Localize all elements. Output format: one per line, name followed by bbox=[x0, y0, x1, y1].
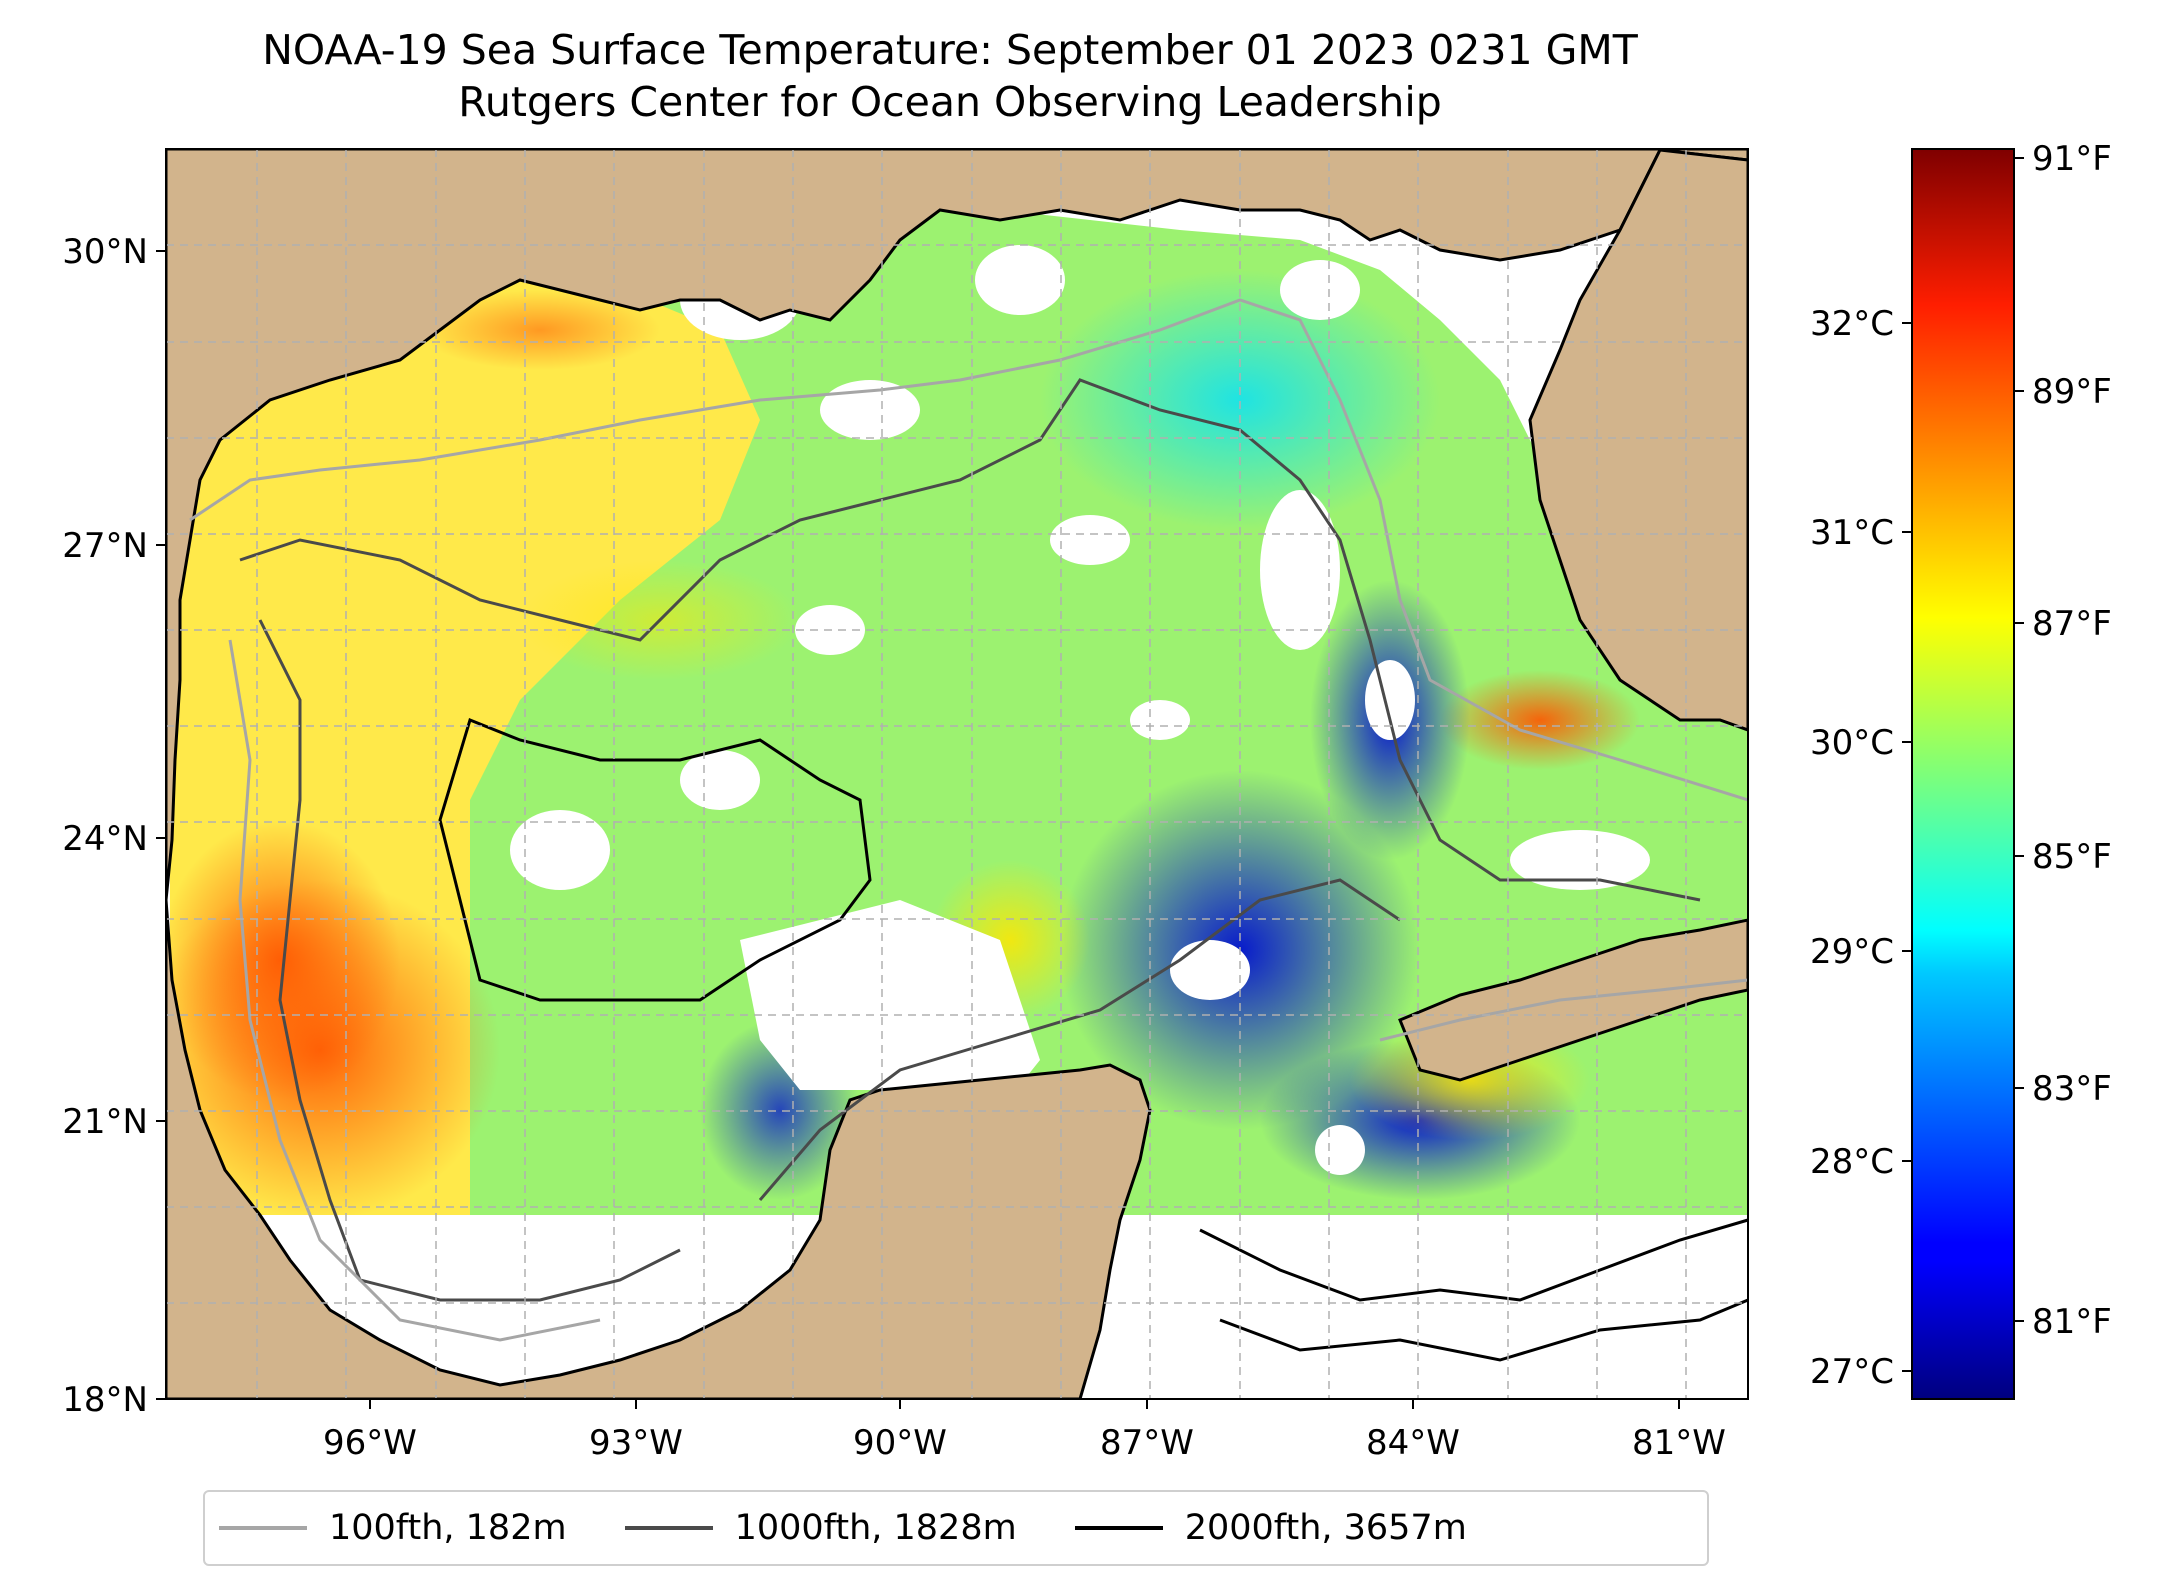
map-area bbox=[166, 149, 1748, 1399]
celsius-tick-label: 31°C bbox=[1810, 513, 1894, 553]
fahrenheit-tick-label: 91°F bbox=[2032, 139, 2112, 179]
lon-tick-label: 87°W bbox=[1100, 1423, 1194, 1463]
legend-label: 100fth, 182m bbox=[329, 1508, 567, 1548]
fahrenheit-tick-label: 89°F bbox=[2032, 372, 2112, 412]
fahrenheit-tick-label: 87°F bbox=[2032, 604, 2112, 644]
legend-item-1000fth: 1000fth, 1828m bbox=[624, 1508, 1017, 1548]
grid bbox=[166, 149, 1748, 1399]
bathymetry-contours bbox=[189, 298, 1748, 1362]
fahrenheit-ticks bbox=[2014, 157, 2024, 1322]
lon-tick-label: 90°W bbox=[853, 1423, 947, 1463]
map-frame bbox=[165, 148, 1749, 1400]
celsius-tick-label: 28°C bbox=[1810, 1142, 1894, 1182]
lon-tick-label: 93°W bbox=[589, 1423, 683, 1463]
celsius-ticks bbox=[1902, 322, 1912, 1372]
celsius-tick-label: 30°C bbox=[1810, 723, 1894, 763]
celsius-tick-label: 32°C bbox=[1810, 304, 1894, 344]
legend-line-2000fth bbox=[1074, 1526, 1163, 1530]
lat-tick-label: 24°N bbox=[62, 819, 148, 859]
lon-tick-label: 84°W bbox=[1366, 1423, 1460, 1463]
legend-item-100fth: 100fth, 182m bbox=[219, 1508, 567, 1548]
legend-label: 1000fth, 1828m bbox=[734, 1508, 1017, 1548]
map-ticks bbox=[156, 250, 1680, 1409]
fahrenheit-tick-label: 83°F bbox=[2032, 1069, 2112, 1109]
fahrenheit-tick-label: 81°F bbox=[2032, 1302, 2112, 1342]
land bbox=[166, 149, 1748, 1399]
fahrenheit-tick-label: 85°F bbox=[2032, 837, 2112, 877]
celsius-tick-label: 29°C bbox=[1810, 932, 1894, 972]
legend-line-100fth bbox=[219, 1526, 307, 1530]
lat-tick-label: 18°N bbox=[62, 1380, 148, 1420]
chart-title: NOAA-19 Sea Surface Temperature: Septemb… bbox=[262, 26, 1638, 74]
celsius-tick-label: 27°C bbox=[1810, 1352, 1894, 1392]
lat-tick-label: 27°N bbox=[62, 526, 148, 566]
legend-line-1000fth bbox=[624, 1526, 713, 1530]
colorbar bbox=[1911, 148, 2015, 1400]
lat-tick-label: 21°N bbox=[62, 1102, 148, 1142]
legend-label: 2000fth, 3657m bbox=[1184, 1508, 1467, 1548]
lat-tick-label: 30°N bbox=[62, 232, 148, 272]
legend-item-2000fth: 2000fth, 3657m bbox=[1074, 1508, 1467, 1548]
chart-subtitle: Rutgers Center for Ocean Observing Leade… bbox=[458, 78, 1442, 126]
lon-tick-label: 81°W bbox=[1632, 1423, 1726, 1463]
lon-tick-label: 96°W bbox=[323, 1423, 417, 1463]
contour-legend: 100fth, 182m 1000fth, 1828m 2000fth, 365… bbox=[203, 1490, 1709, 1566]
